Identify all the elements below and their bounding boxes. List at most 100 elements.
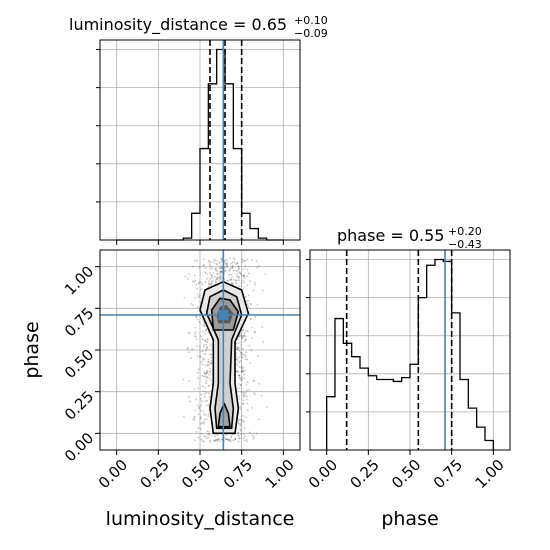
sample-point: [227, 439, 230, 442]
sample-point: [217, 438, 220, 441]
sample-point: [218, 276, 221, 279]
sample-point: [204, 339, 206, 342]
sample-point: [203, 325, 206, 328]
sample-point: [255, 260, 258, 262]
sample-point: [232, 269, 235, 272]
sample-point: [243, 340, 246, 343]
sample-point: [234, 437, 237, 440]
sample-point: [212, 261, 215, 264]
sample-point: [237, 360, 240, 363]
sample-point: [214, 267, 217, 270]
sample-point: [210, 353, 213, 356]
sample-point: [210, 356, 213, 359]
sample-point: [255, 432, 258, 435]
sample-point: [204, 399, 207, 402]
sample-point: [203, 422, 205, 425]
sample-point: [190, 357, 193, 360]
sample-point: [200, 281, 203, 284]
sample-point: [239, 377, 242, 380]
sample-point: [193, 416, 196, 419]
sample-point: [251, 434, 254, 437]
sample-point: [244, 265, 247, 267]
sample-point: [205, 328, 208, 330]
sample-point: [238, 285, 241, 288]
sample-point: [242, 335, 245, 338]
sample-point: [224, 262, 227, 265]
sample-point: [248, 344, 251, 347]
sample-point: [226, 264, 228, 267]
sample-point: [246, 395, 248, 398]
sample-point: [220, 266, 223, 269]
sample-point: [258, 383, 261, 385]
sample-point: [224, 269, 227, 272]
sample-point: [217, 276, 220, 279]
sample-point: [243, 395, 246, 398]
sample-point: [216, 434, 219, 437]
sample-point: [246, 330, 249, 333]
sample-point: [258, 265, 260, 267]
sample-point: [238, 271, 240, 273]
sample-point: [201, 283, 204, 286]
sample-point: [236, 363, 239, 366]
sample-point: [264, 273, 267, 276]
sample-point: [201, 356, 204, 359]
sample-point: [225, 438, 227, 441]
sample-point: [197, 281, 200, 284]
svg-text:+0.10: +0.10: [294, 14, 328, 27]
sample-point: [240, 366, 243, 369]
sample-point: [244, 358, 247, 361]
sample-point: [242, 369, 244, 372]
sample-point: [207, 385, 210, 387]
sample-point: [244, 339, 247, 341]
sample-point: [237, 419, 240, 421]
sample-point: [216, 273, 219, 276]
sample-point: [209, 284, 212, 287]
sample-point: [199, 397, 202, 400]
sample-point: [200, 335, 203, 338]
sample-point: [195, 283, 198, 286]
sample-point: [248, 272, 250, 275]
sample-point: [194, 296, 196, 299]
sample-point: [219, 257, 222, 260]
sample-point: [226, 279, 228, 282]
sample-point: [201, 330, 204, 333]
sample-point: [231, 282, 234, 285]
y-axis-label-phase: phase: [21, 321, 43, 378]
sample-point: [240, 285, 243, 288]
sample-point: [191, 348, 193, 351]
sample-point: [230, 436, 233, 439]
sample-point: [196, 259, 199, 262]
sample-point: [244, 394, 247, 396]
sample-point: [252, 380, 255, 382]
sample-point: [239, 341, 242, 344]
sample-point: [245, 339, 247, 341]
sample-point: [237, 435, 240, 438]
sample-point: [206, 346, 208, 349]
sample-point: [243, 260, 246, 263]
sample-point: [235, 355, 238, 358]
sample-point: [208, 384, 211, 387]
sample-point: [229, 438, 231, 441]
x-tick-label: 0.50: [388, 456, 424, 492]
sample-point: [226, 262, 229, 264]
sample-point: [209, 268, 212, 270]
sample-point: [204, 353, 207, 356]
sample-point: [243, 426, 246, 429]
sample-point: [200, 288, 203, 291]
sample-point: [207, 338, 209, 341]
sample-point: [262, 289, 264, 292]
sample-point: [243, 331, 246, 334]
sample-point: [194, 335, 196, 338]
sample-point: [254, 331, 257, 333]
sample-point: [209, 362, 212, 365]
sample-point: [226, 262, 229, 265]
sample-point: [220, 270, 223, 273]
sample-point: [229, 279, 231, 281]
sample-point: [265, 406, 268, 408]
sample-point: [203, 344, 206, 346]
sample-point: [237, 268, 240, 271]
sample-point: [210, 343, 213, 345]
sample-point: [247, 305, 250, 308]
sample-point: [207, 358, 210, 361]
sample-point: [226, 438, 229, 441]
